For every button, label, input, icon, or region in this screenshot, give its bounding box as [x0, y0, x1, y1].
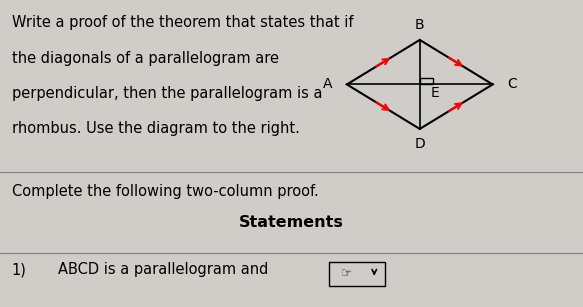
Text: the diagonals of a parallelogram are: the diagonals of a parallelogram are: [12, 51, 279, 66]
Bar: [329, 262, 385, 286]
Text: B: B: [415, 18, 424, 32]
Text: rhombus. Use the diagram to the right.: rhombus. Use the diagram to the right.: [12, 121, 300, 136]
Text: ABCD is a parallelogram and: ABCD is a parallelogram and: [58, 262, 269, 278]
Text: A: A: [323, 77, 332, 91]
Text: D: D: [415, 137, 425, 151]
Text: Complete the following two-column proof.: Complete the following two-column proof.: [12, 184, 318, 199]
Text: C: C: [507, 77, 517, 91]
Text: 1): 1): [12, 262, 27, 278]
Text: perpendicular, then the parallelogram is a: perpendicular, then the parallelogram is…: [12, 86, 322, 101]
Text: Write a proof of the theorem that states that if: Write a proof of the theorem that states…: [12, 15, 353, 30]
Bar: [420, 78, 433, 84]
Text: ☞: ☞: [341, 267, 353, 280]
Text: Statements: Statements: [239, 215, 344, 230]
Text: E: E: [430, 86, 439, 100]
